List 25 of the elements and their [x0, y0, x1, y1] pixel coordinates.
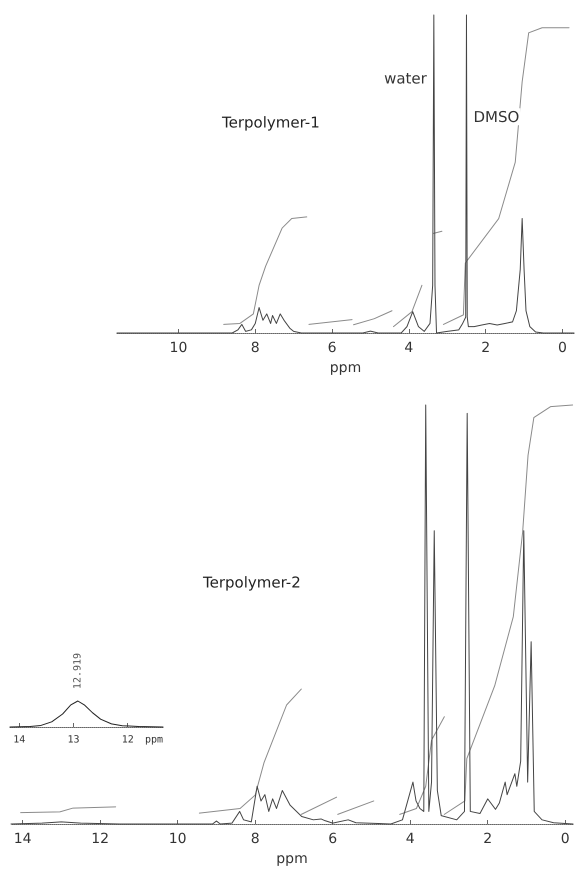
x-tick-label: 14: [13, 734, 26, 746]
text: Terpolymer-2: [202, 574, 301, 592]
annotation: 12.919: [72, 652, 84, 690]
x-tick-label: 12: [91, 831, 110, 847]
x-tick-label: 12: [122, 734, 134, 746]
x-tick-label: 0: [560, 831, 570, 847]
x-tick-label: 14: [14, 831, 32, 847]
annotation: water: [384, 70, 428, 88]
x-tick-label: 4: [404, 340, 414, 356]
text: Terpolymer-1: [221, 114, 320, 132]
x-tick-label: 10: [168, 831, 187, 847]
x-axis-title: ppm: [276, 851, 308, 867]
x-axis-title: ppm: [144, 734, 163, 746]
x-tick-label: 0: [558, 340, 567, 356]
x-tick-label: 10: [170, 340, 188, 356]
x-tick-label: 6: [328, 831, 338, 847]
x-tick-label: 8: [250, 340, 260, 356]
x-axis-title: ppm: [330, 360, 362, 376]
x-tick-label: 8: [250, 831, 260, 847]
x-tick-label: 6: [328, 340, 337, 356]
annotation: DMSO: [473, 108, 520, 126]
x-tick-label: 2: [481, 340, 490, 356]
x-tick-label: 13: [67, 734, 80, 746]
x-tick-label: 2: [483, 831, 492, 847]
x-tick-label: 4: [406, 831, 415, 847]
